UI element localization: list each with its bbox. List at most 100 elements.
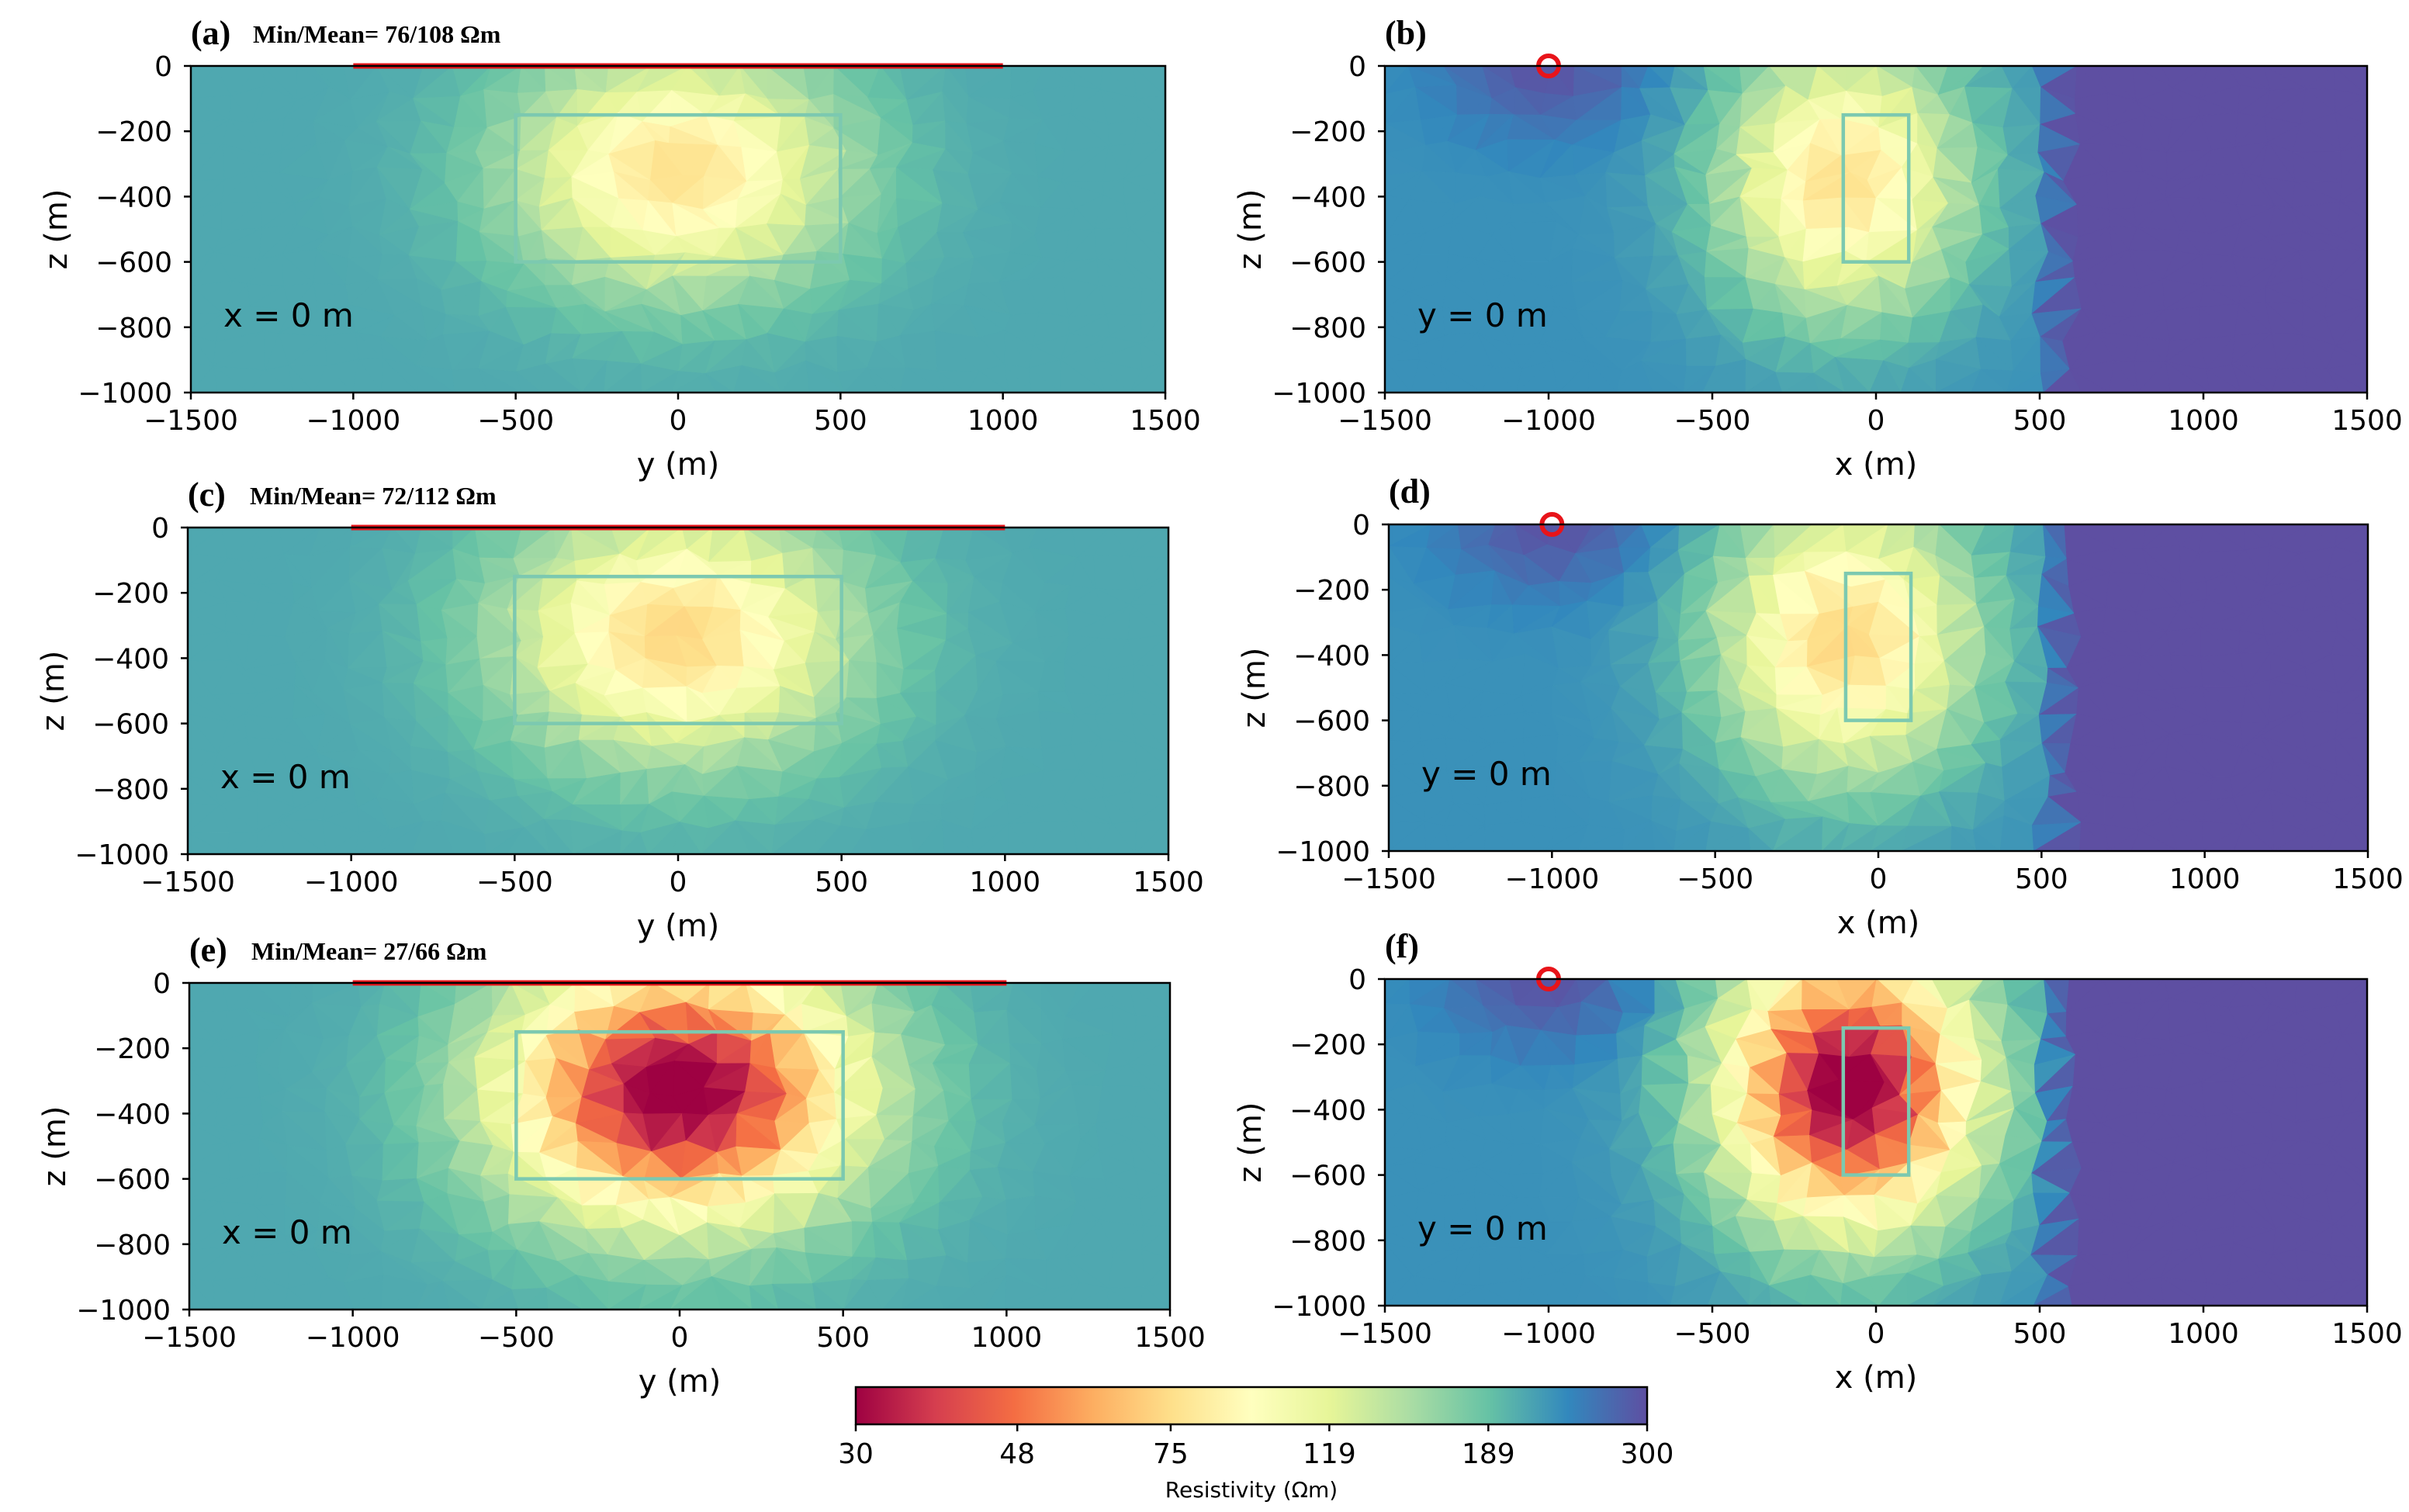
colorbar-tick-label: 119 [1303,1438,1356,1470]
mesh-cell [1972,829,2001,851]
slice-label: y = 0 m [1421,755,1552,793]
mesh-cell [1440,365,1483,393]
y-tick-label: −800 [95,313,172,344]
y-tick-label: −1000 [76,1295,171,1327]
target-box [514,1029,845,1181]
y-tick-label: −1000 [74,839,169,871]
x-tick-label: −1000 [304,867,399,898]
panel-letter: (d) [1389,472,1431,510]
colorbar-tick-label: 48 [999,1438,1035,1470]
mesh-cell [1646,1282,1671,1306]
mesh-cell [541,363,583,393]
panel-letter: (b) [1385,14,1427,52]
mesh-cell [1573,1275,1622,1306]
mesh-cell [1094,359,1130,393]
x-axis-label: y (m) [639,1364,722,1400]
target-box [1841,112,1911,264]
mesh-cell [1640,360,1684,393]
y-tick-label: −800 [94,1230,171,1261]
mesh-cell [1134,819,1168,854]
mesh-cell [543,818,574,854]
mesh-cell [1522,822,1546,851]
x-tick-label: −1000 [1504,863,1599,895]
mesh-cell [1840,1282,1880,1306]
mesh-cell [2231,364,2273,393]
x-tick-label: 0 [1870,863,1888,895]
y-tick-label: −1000 [78,378,172,410]
mesh-cell [1385,360,1412,393]
mesh-cell [1003,363,1032,393]
mesh-cell [967,371,1009,393]
y-axis-label: z (m) [39,189,74,270]
y-tick-label: −800 [1289,1226,1366,1258]
x-tick-label: 1000 [970,867,1041,898]
y-tick-label: 0 [1352,510,1370,541]
mesh-cell [771,1283,817,1310]
mesh-cell [1900,367,1937,393]
x-tick-label: −1500 [140,867,235,898]
x-tick-label: 0 [670,867,687,898]
x-tick-label: −1500 [1338,405,1432,437]
x-tick-label: −1000 [1501,405,1596,437]
x-tick-label: 1000 [2169,863,2241,895]
panel-a: −1500 −1000 −500 0 500 1000 15000−200−400−600−… [39,14,1201,483]
y-axis-label: z (m) [1237,648,1272,728]
mesh-cell [2079,822,2110,851]
x-tick-label: −500 [1677,863,1753,895]
x-tick-label: 500 [816,1322,870,1354]
mesh-cell [1999,815,2034,851]
panel-d: −1500 −1000 −500 0 500 1000 15000−200−400−600−… [1237,472,2404,941]
mesh-cell [2272,369,2308,393]
y-tick-label: −800 [1289,313,1366,344]
x-tick-label: 1500 [1133,867,1204,898]
slice-label: y = 0 m [1417,1209,1548,1247]
mesh-cell [189,1278,216,1310]
y-tick-label: −800 [1293,771,1370,803]
x-axis-label: x (m) [1835,447,1918,483]
mesh-cell [805,360,845,393]
x-tick-label: 1500 [1130,405,1201,437]
y-tick-label: 0 [1348,51,1366,83]
y-tick-label: −800 [92,774,169,806]
mesh-cell [2233,824,2275,851]
x-tick-label: 1500 [2331,405,2403,437]
resistivity-field [1389,524,2368,851]
mesh-cell [1484,825,1523,851]
mesh-cell [704,373,735,393]
mesh-cell [546,1287,583,1310]
mesh-cell [1412,1275,1445,1306]
panel-b: −1500 −1000 −500 0 500 1000 15000−200−400−600−… [1233,14,2403,483]
resistivity-field [189,983,1170,1310]
mesh-cell [284,1288,315,1310]
x-tick-label: 1500 [2332,863,2404,895]
mesh-cell [1803,1274,1841,1306]
mesh-cell [248,369,293,393]
mesh-cell [213,365,250,393]
y-tick-label: 0 [151,513,169,545]
mesh-cell [2326,368,2367,393]
mesh-cell [1768,1285,1805,1306]
y-tick-label: −1000 [1275,836,1370,868]
x-tick-label: −1000 [306,405,400,437]
panel-letter: (c) [188,476,226,514]
y-tick-label: −400 [94,1099,171,1130]
mesh-cell [2207,368,2242,393]
x-axis-label: x (m) [1837,905,1920,941]
x-tick-label: −500 [1674,1318,1751,1350]
mesh-cell [672,821,702,854]
mesh-cell [2327,818,2368,851]
mesh-cell [288,364,315,393]
mesh-cell [936,370,968,393]
mesh-cell [441,1280,483,1310]
x-tick-label: 1500 [1134,1322,1206,1354]
resistivity-field [1385,66,2367,393]
mesh-cell [1029,367,1061,393]
x-tick-label: −500 [478,1322,555,1354]
slice-label: x = 0 m [223,296,354,334]
slice-label: x = 0 m [220,758,351,796]
x-tick-label: −500 [477,405,554,437]
mesh-cell [1107,1287,1139,1310]
y-axis-label: z (m) [36,651,71,732]
colorbar-bar [854,1386,1649,1426]
mesh-cell [899,367,946,393]
